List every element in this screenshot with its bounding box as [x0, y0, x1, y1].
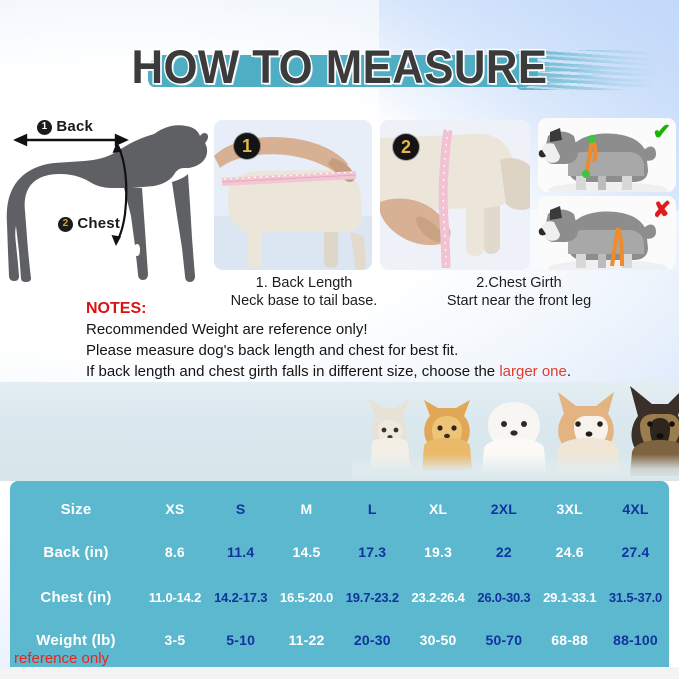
size-cell-l: L: [367, 501, 377, 517]
dog-breed-photo-row: [352, 382, 679, 481]
photo-badge-2: 2: [393, 134, 419, 160]
chest-girth-photo: 2: [380, 120, 530, 270]
back-cell-xs: 8.6: [164, 544, 185, 560]
chest-girth-caption: 2.Chest Girth Start near the front leg: [404, 274, 634, 310]
size-chart-table: Size XS S M L XL 2XL 3XL 4XL Back (in) 8…: [10, 481, 669, 667]
dog-silhouette-svg: [6, 125, 209, 282]
notes-line-3-suffix: .: [566, 363, 572, 380]
chest-badge: 2: [58, 216, 73, 232]
notes-line-3-prefix: If back length and chest girth falls in …: [86, 363, 500, 380]
measuring-strap: [582, 135, 598, 179]
back-length-caption-line2: Neck base to tail base.: [230, 293, 378, 309]
reference-only-note: reference only: [14, 650, 110, 667]
chest-cell-3xl: 29.1-33.1: [543, 589, 597, 605]
chest-cell-s: 14.2-17.3: [214, 589, 268, 605]
chest-cell-m: 16.5-20.0: [279, 589, 334, 605]
bottom-strip: [0, 667, 679, 679]
row-label-back: Back (in): [43, 543, 109, 561]
notes-line-1: Recommended Weight are reference only!: [86, 321, 368, 338]
back-measure-arrow: [13, 133, 129, 147]
notes-line-3: If back length and chest girth falls in …: [86, 361, 671, 382]
size-cell-m: M: [300, 501, 313, 517]
size-cell-s: S: [235, 501, 246, 517]
row-label-size: Size: [60, 500, 92, 518]
back-cell-4xl: 27.4: [621, 544, 650, 560]
photo-badge-1: 1: [234, 133, 260, 159]
chest-girth-caption-line2: Start near the front leg: [446, 293, 592, 309]
chest-cell-l: 19.7-23.2: [345, 589, 399, 605]
size-cell-2xl: 2XL: [490, 501, 518, 517]
back-cell-s: 11.4: [227, 544, 255, 560]
weight-cell-2xl: 50-70: [485, 632, 523, 648]
weight-cell-s: 5-10: [226, 632, 256, 648]
notes-line-3-highlight: larger one: [499, 363, 567, 380]
table-row-size: Size XS S M L XL 2XL 3XL 4XL: [10, 487, 669, 531]
chest-cell-4xl: 31.5-37.0: [608, 589, 663, 605]
chest-arrow-heads: [111, 142, 122, 246]
weight-cell-3xl: 68-88: [551, 632, 589, 648]
tape-measure: [221, 171, 357, 186]
incorrect-placement-photo: ✘: [538, 196, 676, 270]
weight-cell-xs: 3-5: [164, 632, 186, 648]
correct-placement-art: [538, 118, 676, 192]
dog-breed-photo-row-art: [352, 386, 679, 481]
back-cell-2xl: 22: [495, 544, 512, 560]
chest-cell-xl: 23.2-26.4: [411, 589, 465, 605]
back-cell-3xl: 24.6: [555, 544, 584, 560]
back-measure-label: 1 Back: [37, 118, 93, 135]
back-cell-l: 17.3: [358, 544, 387, 560]
chest-cell-xs: 11.0-14.2: [148, 589, 202, 605]
chest-girth-caption-line1: 2.Chest Girth: [476, 275, 562, 291]
title-area: HOW TO MEASURE: [0, 38, 679, 100]
size-cell-xl: XL: [428, 501, 448, 517]
measuring-strap-wrong: [610, 227, 624, 267]
row-label-weight: Weight (lb): [36, 631, 116, 649]
title-brush-tail-wisps: [540, 64, 658, 86]
chest-label-text: Chest: [77, 215, 121, 232]
back-label-text: Back: [56, 118, 94, 135]
chest-measure-label: 2 Chest: [58, 215, 120, 232]
notes-block: NOTES: Recommended Weight are reference …: [86, 298, 671, 382]
table-row-chest: Chest (in) 11.0-14.2 14.2-17.3 16.5-20.0…: [10, 575, 669, 619]
back-cell-m: 14.5: [292, 544, 321, 560]
back-length-caption: 1. Back Length Neck base to tail base.: [200, 274, 408, 310]
row-label-chest: Chest (in): [40, 588, 112, 606]
dog-silhouette-measurement-diagram: 1 Back 2 Chest: [4, 112, 216, 284]
back-badge: 1: [37, 119, 52, 135]
notes-title: NOTES:: [86, 300, 147, 317]
weight-cell-4xl: 88-100: [613, 632, 658, 648]
title-brush-stroke: [148, 55, 538, 87]
weight-cell-xl: 30-50: [419, 632, 457, 648]
incorrect-placement-art: [538, 196, 676, 270]
size-cell-3xl: 3XL: [556, 501, 583, 517]
page-title: HOW TO MEASURE: [130, 39, 548, 95]
back-length-photo: 1: [214, 120, 372, 270]
back-cell-xl: 19.3: [424, 544, 453, 560]
weight-cell-m: 11-22: [288, 632, 325, 648]
size-cell-4xl: 4XL: [622, 501, 649, 517]
chest-measure-arrow: [116, 145, 128, 242]
chest-cell-2xl: 26.0-30.3: [477, 589, 531, 605]
back-length-caption-line1: 1. Back Length: [255, 275, 353, 291]
incorrect-cross-icon: ✘: [652, 197, 671, 222]
correct-placement-photo: ✔: [538, 118, 676, 192]
table-row-back: Back (in) 8.6 11.4 14.5 17.3 19.3 22 24.…: [10, 530, 669, 574]
tape-measure: [438, 129, 453, 269]
size-cell-xs: XS: [165, 501, 185, 517]
weight-cell-l: 20-30: [353, 632, 391, 648]
notes-line-2: Please measure dog's back length and che…: [86, 342, 459, 359]
correct-check-icon: ✔: [652, 119, 671, 144]
table-row-weight: Weight (lb) 3-5 5-10 11-22 20-30 30-50 5…: [10, 618, 669, 662]
